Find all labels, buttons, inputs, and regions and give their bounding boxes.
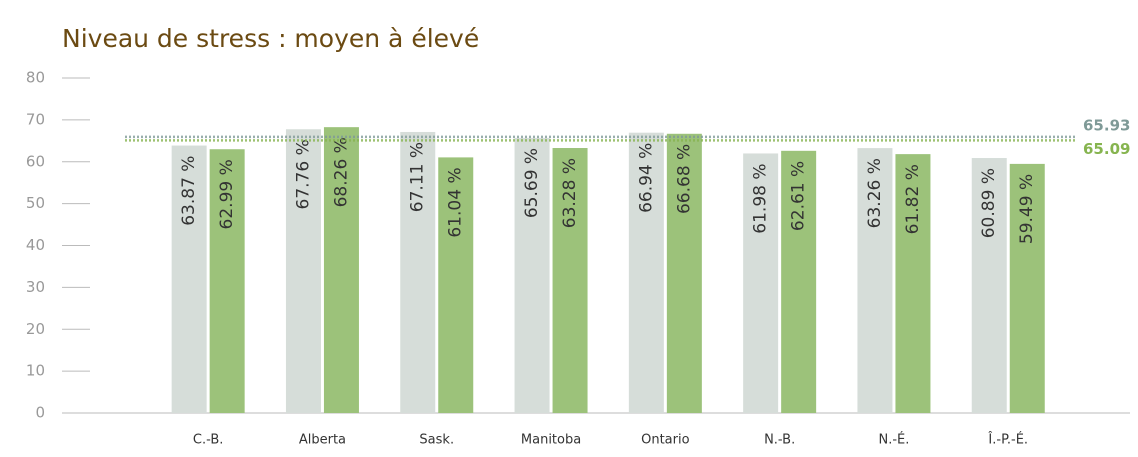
x-tick-label: C.-B. [193,433,224,448]
x-tick-label: Manitoba [521,433,581,448]
y-tick-label: 10 [26,362,45,380]
bar [628,132,664,413]
y-tick-label: 0 [35,404,45,422]
reference-label: 65.93 [1083,116,1130,134]
x-tick-label: Alberta [299,433,346,448]
y-tick-label: 20 [26,320,45,338]
value-label: 61.04 % [446,167,466,237]
bar [285,129,321,413]
bar [781,150,817,413]
x-tick-label: Sask. [419,433,454,448]
value-label: 67.11 % [408,142,428,212]
y-tick-label: 80 [26,69,45,87]
x-tick-label: Î.-P.-É. [987,432,1028,448]
y-tick-label: 70 [26,110,45,128]
value-label: 66.68 % [674,144,694,214]
bar [857,148,893,413]
bar [323,127,359,413]
bar [171,145,207,413]
value-label: 68.26 % [331,137,351,207]
bar [895,154,931,413]
value-label: 66.94 % [636,143,656,213]
bar [400,131,436,413]
bar [552,148,588,413]
bar [1009,163,1045,413]
y-tick-label: 40 [26,236,45,254]
value-label: 61.82 % [903,164,923,234]
x-tick-label: N.-B. [764,433,795,448]
reference-label: 65.09 [1083,140,1130,158]
x-tick-label: Ontario [641,433,689,448]
value-label: 62.61 % [789,161,809,231]
bar [971,158,1007,413]
bar [209,149,245,413]
bar [514,137,550,413]
value-label: 62.99 % [217,159,237,229]
value-label: 65.69 % [522,148,542,218]
value-label: 63.28 % [560,158,580,228]
value-label: 59.49 % [1017,174,1037,244]
value-label: 63.26 % [865,158,885,228]
bar [438,157,474,413]
y-tick-label: 30 [26,278,45,296]
value-label: 67.76 % [293,139,313,209]
x-tick-label: N.-É. [878,432,909,448]
bar [743,153,779,414]
value-label: 63.87 % [179,156,199,226]
y-tick-label: 60 [26,152,45,170]
value-label: 61.98 % [751,163,771,233]
bar [666,133,702,413]
chart-title: Niveau de stress : moyen à élevé [62,24,479,53]
value-label: 60.89 % [979,168,999,238]
y-tick-label: 50 [26,194,45,212]
